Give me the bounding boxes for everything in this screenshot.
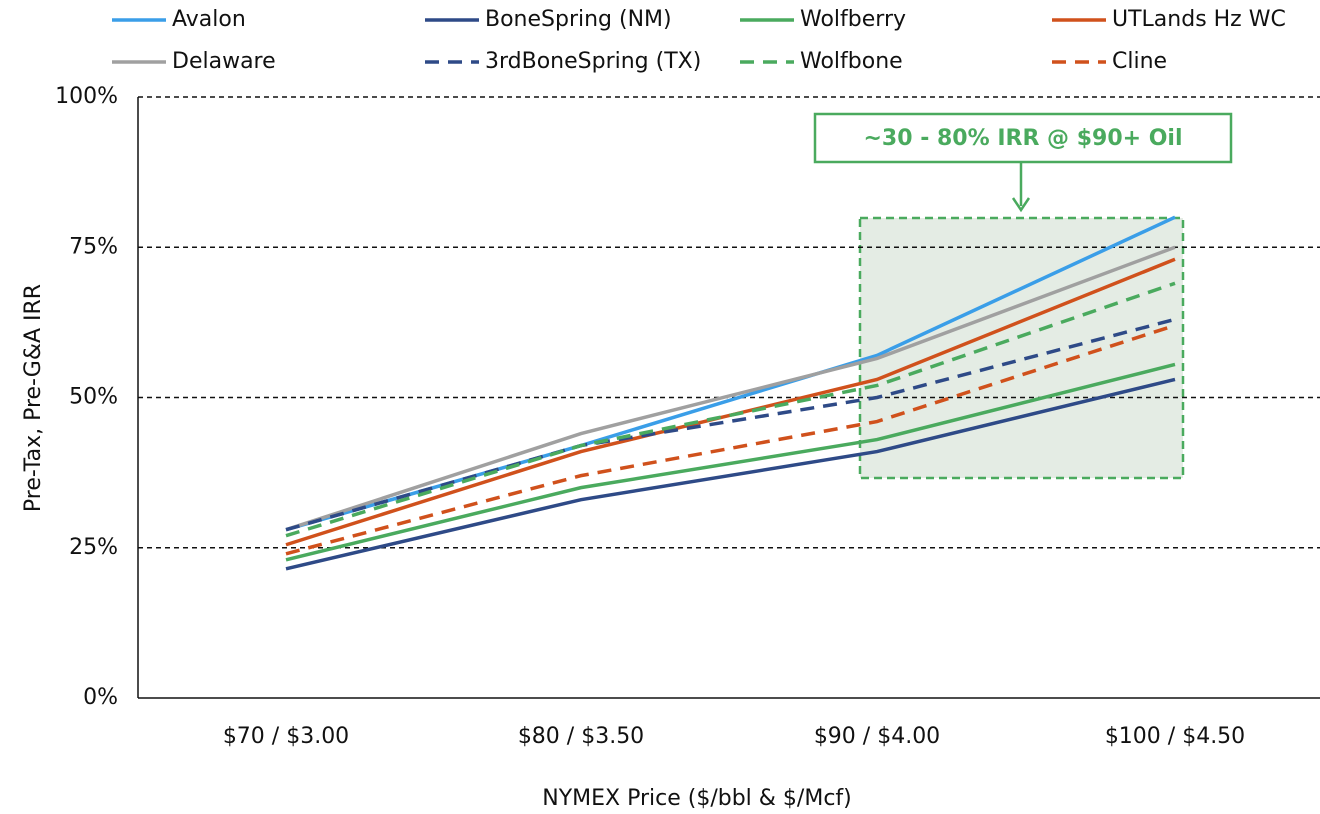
x-tick-label: $90 / $4.00 — [814, 724, 940, 749]
series-line — [285, 215, 1176, 532]
annotation-box — [813, 112, 1233, 164]
series-line — [285, 362, 1176, 562]
y-tick-label: 0% — [83, 685, 118, 710]
x-tick-label: $100 / $4.50 — [1105, 724, 1245, 749]
y-tick-label: 75% — [69, 234, 118, 259]
series-line — [285, 257, 1176, 547]
series-line — [285, 317, 1176, 532]
x-tick-label: $80 / $3.50 — [518, 724, 644, 749]
series-line — [285, 323, 1176, 556]
y-axis-label: Pre-Tax, Pre-G&A IRR — [21, 284, 46, 512]
legend-label: Delaware — [172, 49, 276, 74]
legend-label: 3rdBoneSpring (TX) — [485, 49, 701, 74]
highlight-box — [858, 216, 1185, 480]
y-tick-label: 100% — [55, 84, 118, 109]
legend-label: UTLands Hz WC — [1112, 7, 1286, 32]
series-line — [285, 281, 1176, 538]
legend-label: Wolfberry — [800, 7, 906, 32]
legend-label: Avalon — [172, 7, 246, 32]
x-tick-label: $70 / $3.00 — [223, 724, 349, 749]
legend-label: Wolfbone — [800, 49, 903, 74]
legend-label: Cline — [1112, 49, 1167, 74]
series-line — [285, 377, 1176, 571]
annotation: ~30 - 80% IRR @ $90+ Oil — [864, 126, 1183, 151]
annotation-arrowhead — [1011, 197, 1031, 213]
x-axis-label: NYMEX Price ($/bbl & $/Mcf) — [542, 786, 852, 811]
y-tick-label: 25% — [69, 535, 118, 560]
legend-label: BoneSpring (NM) — [485, 7, 672, 32]
series-line — [285, 245, 1176, 532]
y-tick-label: 50% — [69, 385, 118, 410]
